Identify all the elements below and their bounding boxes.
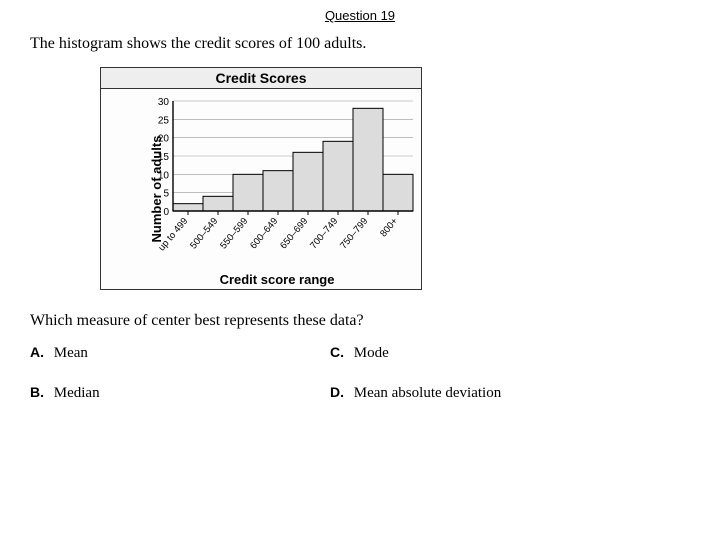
svg-text:750–799: 750–799	[338, 216, 370, 251]
x-axis-label: Credit score range	[220, 272, 335, 287]
choice-text: Median	[54, 385, 100, 401]
choice-c[interactable]: C. Mode	[330, 344, 630, 362]
svg-text:600–649: 600–649	[248, 216, 280, 251]
svg-text:10: 10	[158, 170, 170, 181]
svg-text:30: 30	[158, 97, 170, 108]
histogram-svg: 0 5 10 15 20 25 30 up to 499500–549550–599600–6…	[151, 97, 417, 261]
svg-text:550–599: 550–599	[218, 216, 250, 251]
choice-letter: A.	[30, 344, 44, 360]
choice-letter: D.	[330, 384, 344, 400]
question-number: Question 19	[0, 0, 720, 23]
choice-text: Mean absolute deviation	[354, 385, 501, 401]
choice-a[interactable]: A. Mean	[30, 344, 330, 362]
svg-text:15: 15	[158, 152, 170, 163]
choice-b[interactable]: B. Median	[30, 384, 330, 402]
choice-text: Mode	[354, 345, 389, 361]
plot-area: Number of adults 051015202530up to 49950…	[101, 89, 421, 289]
svg-text:500–549: 500–549	[188, 216, 220, 251]
choice-letter: C.	[330, 344, 344, 360]
svg-text:0: 0	[163, 207, 169, 218]
chart-title: Credit Scores	[101, 68, 421, 89]
choice-letter: B.	[30, 384, 44, 400]
svg-text:up to 499: up to 499	[156, 216, 190, 253]
svg-text:5: 5	[163, 189, 169, 200]
question-text: Which measure of center best represents …	[30, 312, 720, 330]
choice-text: Mean	[54, 345, 88, 361]
svg-text:800+: 800+	[378, 216, 400, 240]
svg-text:25: 25	[158, 115, 170, 126]
intro-text: The histogram shows the credit scores of…	[30, 35, 720, 53]
svg-text:650–699: 650–699	[278, 216, 310, 251]
svg-text:20: 20	[158, 134, 170, 145]
histogram-container: Credit Scores Number of adults 051015202…	[100, 67, 422, 290]
svg-text:700–749: 700–749	[308, 216, 340, 251]
answer-choices: A. Mean C. Mode B. Median D. Mean absolu…	[30, 344, 720, 402]
choice-d[interactable]: D. Mean absolute deviation	[330, 384, 630, 402]
